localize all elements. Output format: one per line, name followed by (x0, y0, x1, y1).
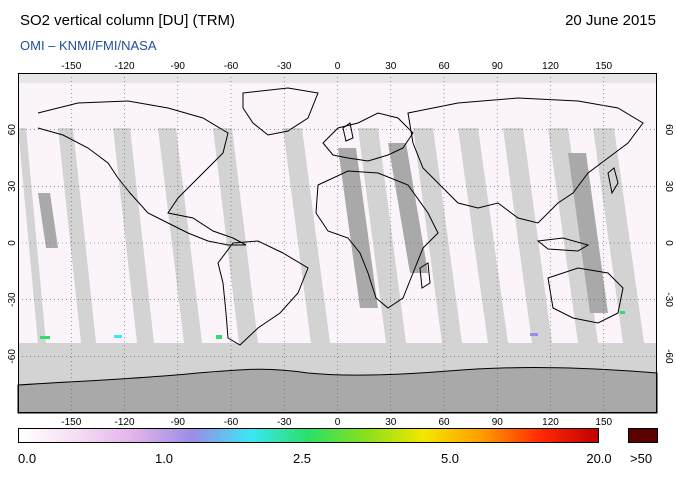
so2-specks (40, 311, 625, 339)
map-date: 20 June 2015 (565, 12, 656, 29)
uk-coast (342, 122, 354, 142)
lon-tick-label-bottom: 120 (542, 417, 559, 428)
south-america-coast (217, 240, 309, 346)
so2-speck (40, 336, 50, 339)
lon-tick-label-top: 120 (542, 61, 559, 72)
orbit-gap (548, 128, 598, 343)
orbit-gap (413, 128, 462, 343)
lat-tick-label-left: -60 (7, 349, 18, 364)
lon-tick-labels-top: -150 -120 -90 -60 -30 0 30 60 90 120 150 (61, 61, 612, 72)
lon-tick-label-top: -60 (224, 61, 239, 72)
indonesia-coast (536, 237, 590, 252)
lon-tick-label-bottom: 30 (385, 417, 397, 428)
coastlines (37, 87, 644, 346)
colorbar-overflow-label: >50 (630, 451, 653, 466)
data-credit: OMI – KNMI/FMI/NASA (20, 38, 157, 53)
orbit-gap (458, 128, 508, 343)
orbit-overlaps (38, 143, 608, 313)
graticule (18, 73, 657, 413)
orbit-overlap (38, 193, 58, 248)
lat-tick-label-right: 30 (663, 181, 674, 193)
lat-tick-label-left: 0 (7, 240, 18, 246)
lat-tick-label-right: 0 (663, 240, 674, 246)
world-map: -150 -120 -90 -60 -30 0 30 60 90 120 150 -150 -120-… (7, 61, 674, 428)
lon-tick-label-top: 60 (438, 61, 450, 72)
lon-tick-label-bottom: -120 (114, 417, 134, 428)
lon-tick-label-bottom: 90 (492, 417, 504, 428)
lon-tick-label-top: -120 (114, 61, 134, 72)
lon-tick-label-top: 150 (595, 61, 612, 72)
madagascar-coast (419, 262, 431, 289)
lat-tick-label-left: -30 (7, 292, 18, 307)
lon-tick-label-top: 0 (335, 61, 341, 72)
lat-tick-labels-left: 60 30 0 -30 -60 (7, 124, 18, 364)
lon-tick-label-top: -150 (61, 61, 81, 72)
lat-tick-labels-right: 60 30 0 -30 -60 (663, 124, 674, 364)
lon-tick-label-top: 90 (492, 61, 504, 72)
orbit-gaps (18, 128, 644, 343)
orbit-gap (283, 128, 330, 343)
orbit-gap (358, 128, 406, 343)
so2-speck (114, 335, 122, 338)
orbit-gap (58, 128, 96, 343)
lat-tick-label-right: -60 (663, 349, 674, 364)
colorbar-tick-label: 0.0 (18, 451, 37, 466)
lat-tick-label-left: 60 (7, 124, 18, 136)
orbit-gap (18, 128, 46, 343)
north-america-coast (37, 100, 247, 246)
orbit-gap (113, 128, 154, 343)
lon-tick-label-bottom: -30 (277, 417, 292, 428)
colorbar-tick-label: 1.0 (154, 451, 174, 466)
lat-tick-label-left: 30 (7, 180, 18, 192)
lon-tick-label-bottom: -90 (171, 417, 186, 428)
colorbar-tick-label: 5.0 (440, 451, 460, 466)
lon-tick-label-top: 30 (385, 61, 397, 72)
lon-tick-labels-bottom: -150 -120 -90 -60 -30 0 30 60 90 120 150 (61, 417, 612, 428)
lon-tick-label-bottom: -60 (224, 417, 239, 428)
orbit-gap (158, 128, 202, 343)
australia-coast (547, 267, 624, 324)
so2-speck (620, 311, 625, 314)
lon-tick-label-bottom: -150 (61, 417, 81, 428)
orbit-gap (503, 128, 552, 343)
lon-tick-label-bottom: 60 (438, 417, 450, 428)
lon-tick-label-top: -90 (171, 61, 186, 72)
orbit-overlap (568, 153, 608, 313)
africa-coast (315, 170, 439, 309)
colorbar-tick-label: 2.5 (292, 451, 312, 466)
map-title: SO2 vertical column [DU] (TRM) (20, 12, 236, 29)
orbit-overlap (338, 148, 378, 308)
colorbar-tick-label: 20.0 (586, 451, 612, 466)
asia-coast (407, 97, 644, 224)
lon-tick-label-top: -30 (277, 61, 292, 72)
map-frame (18, 73, 657, 413)
so2-speck (530, 333, 538, 336)
europe-coast (322, 112, 414, 162)
lat-tick-label-right: 60 (663, 124, 674, 136)
so2-speck (216, 335, 222, 339)
greenland-coast (242, 87, 319, 136)
lon-tick-label-bottom: 150 (595, 417, 612, 428)
orbit-gap (593, 128, 644, 343)
lon-tick-label-bottom: 0 (335, 417, 341, 428)
colorbar-overflow-swatch (628, 428, 658, 443)
so2-map-svg: -150 -120 -90 -60 -30 0 30 60 90 120 150 -150 -120-… (7, 61, 674, 428)
lat-tick-label-right: -30 (663, 292, 674, 307)
colorbar (18, 428, 599, 443)
orbit-gap (213, 128, 258, 343)
orbit-overlap (388, 143, 428, 273)
